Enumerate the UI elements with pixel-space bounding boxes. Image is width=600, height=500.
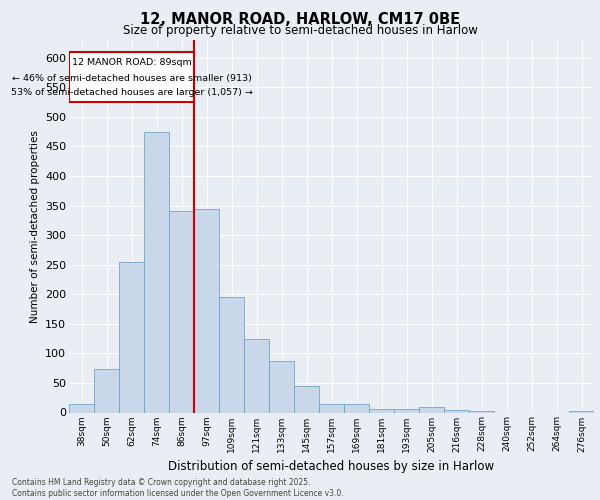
Text: 53% of semi-detached houses are larger (1,057) →: 53% of semi-detached houses are larger (… — [11, 88, 253, 97]
Bar — [244, 338, 269, 412]
Bar — [469, 410, 494, 412]
Text: ← 46% of semi-detached houses are smaller (913): ← 46% of semi-detached houses are smalle… — [11, 74, 251, 83]
Bar — [69, 404, 94, 412]
Bar — [319, 404, 344, 412]
Bar — [269, 361, 294, 412]
Bar — [419, 407, 444, 412]
Text: 12 MANOR ROAD: 89sqm: 12 MANOR ROAD: 89sqm — [71, 58, 191, 67]
Bar — [194, 208, 219, 412]
Text: Contains HM Land Registry data © Crown copyright and database right 2025.
Contai: Contains HM Land Registry data © Crown c… — [12, 478, 344, 498]
X-axis label: Distribution of semi-detached houses by size in Harlow: Distribution of semi-detached houses by … — [169, 460, 494, 473]
Bar — [394, 409, 419, 412]
Text: Size of property relative to semi-detached houses in Harlow: Size of property relative to semi-detach… — [122, 24, 478, 37]
Bar — [344, 404, 369, 412]
Bar — [169, 212, 194, 412]
Bar — [219, 297, 244, 412]
Y-axis label: Number of semi-detached properties: Number of semi-detached properties — [29, 130, 40, 322]
Bar — [119, 262, 144, 412]
Text: 12, MANOR ROAD, HARLOW, CM17 0BE: 12, MANOR ROAD, HARLOW, CM17 0BE — [140, 12, 460, 28]
Bar — [94, 370, 119, 412]
Bar — [569, 410, 594, 412]
Bar — [369, 409, 394, 412]
Bar — [444, 410, 469, 412]
Bar — [144, 132, 169, 412]
Bar — [69, 52, 194, 102]
Bar — [294, 386, 319, 412]
